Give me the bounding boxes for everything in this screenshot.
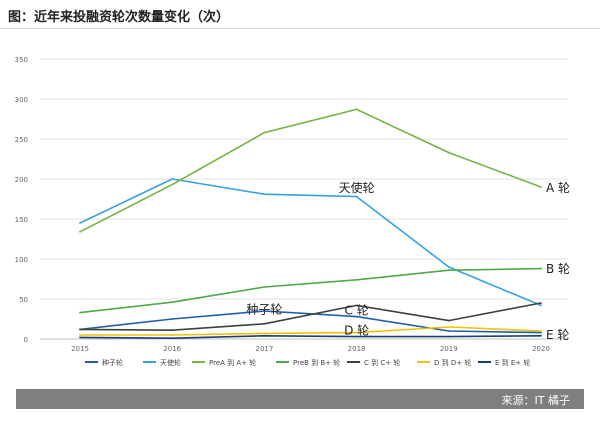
data-point xyxy=(171,301,174,304)
data-point xyxy=(79,222,81,224)
gridlines xyxy=(40,58,568,340)
annotation-label: A 轮 xyxy=(546,181,570,195)
data-point xyxy=(540,186,542,188)
data-point xyxy=(355,315,358,318)
data-point xyxy=(447,151,450,154)
data-point xyxy=(355,335,358,338)
data-point xyxy=(355,278,358,281)
data-point xyxy=(263,332,266,335)
data-point xyxy=(263,286,266,288)
y-tick-label: 150 xyxy=(15,216,28,224)
data-point xyxy=(355,304,358,307)
y-tick-label: 100 xyxy=(15,256,28,264)
data-point xyxy=(79,311,81,314)
annotation-label: 种子轮 xyxy=(246,303,282,317)
title-divider xyxy=(0,28,600,29)
x-tick-label: 2019 xyxy=(440,345,458,353)
chart-title: 图：近年来投融资轮次数量变化（次） xyxy=(8,10,230,25)
y-tick-label: 200 xyxy=(15,176,28,184)
data-point xyxy=(540,331,542,334)
legend-label: 种子轮 xyxy=(102,358,123,367)
annotation-label: 天使轮 xyxy=(339,180,375,195)
x-tick-label: 2015 xyxy=(71,345,89,353)
data-point xyxy=(447,326,450,328)
data-point xyxy=(540,304,542,307)
data-point xyxy=(171,329,174,332)
data-point xyxy=(79,230,81,233)
series-line-6 xyxy=(80,326,542,336)
legend-label: C 到 C+ 轮 xyxy=(364,358,400,367)
data-point xyxy=(79,336,81,339)
data-point xyxy=(447,335,450,338)
series-lines xyxy=(79,108,542,340)
data-point xyxy=(171,318,174,320)
x-tick-label: 2016 xyxy=(163,345,181,353)
data-point xyxy=(540,302,542,304)
data-point xyxy=(447,319,450,322)
annotation-label: E 轮 xyxy=(546,328,569,342)
data-point xyxy=(263,193,266,196)
data-point xyxy=(263,131,266,134)
y-tick-label: 350 xyxy=(15,56,28,64)
legend: 种子轮 天使轮 PreA 到 A+ 轮 PreB 到 B+ 轮 C 到 C+ 轮 D 到 … xyxy=(85,358,530,367)
data-point xyxy=(447,266,450,268)
x-tick-label: 2017 xyxy=(255,345,273,353)
data-point xyxy=(263,310,266,312)
series-line-2 xyxy=(79,178,542,307)
legend-label: PreB 到 B+ 轮 xyxy=(293,358,340,367)
series-line-3 xyxy=(79,108,542,233)
source-footer: 来源：IT 橘子 xyxy=(16,389,584,409)
annotation-label: B 轮 xyxy=(546,262,570,276)
legend-label: D 到 D+ 轮 xyxy=(434,358,471,367)
data-point xyxy=(171,183,174,186)
data-point xyxy=(355,108,358,111)
source-text: 来源：IT 橘子 xyxy=(501,394,570,407)
data-point xyxy=(171,337,174,340)
y-tick-label: 300 xyxy=(15,96,28,104)
legend-label: E 到 E+ 轮 xyxy=(495,358,530,367)
data-point xyxy=(540,334,542,337)
annotation-label: C 轮 xyxy=(344,303,368,317)
data-point xyxy=(540,330,542,332)
series-line-4 xyxy=(79,267,542,314)
data-point xyxy=(447,269,450,272)
y-axis-ticks: 0 50 100 150 200 250 300 350 xyxy=(15,56,28,344)
y-tick-label: 50 xyxy=(19,296,28,304)
data-point xyxy=(355,195,358,198)
series-line-5 xyxy=(79,302,542,332)
x-tick-label: 2020 xyxy=(532,345,550,353)
series-line-7 xyxy=(79,334,542,340)
data-point xyxy=(79,328,81,331)
x-tick-label: 2018 xyxy=(348,345,366,353)
data-point xyxy=(171,178,174,180)
data-point xyxy=(263,322,266,325)
x-axis-ticks: 2015 2016 2017 2018 2019 2020 xyxy=(71,345,550,353)
y-tick-label: 0 xyxy=(24,336,28,344)
data-point xyxy=(447,330,450,332)
data-point xyxy=(263,334,266,337)
data-point xyxy=(540,267,542,270)
data-point xyxy=(79,334,81,336)
annotation-label: D 轮 xyxy=(344,323,369,337)
data-point xyxy=(355,331,358,334)
legend-label: 天使轮 xyxy=(160,358,181,367)
data-point xyxy=(171,334,174,336)
legend-label: PreA 到 A+ 轮 xyxy=(209,358,256,367)
y-tick-label: 250 xyxy=(15,136,28,144)
